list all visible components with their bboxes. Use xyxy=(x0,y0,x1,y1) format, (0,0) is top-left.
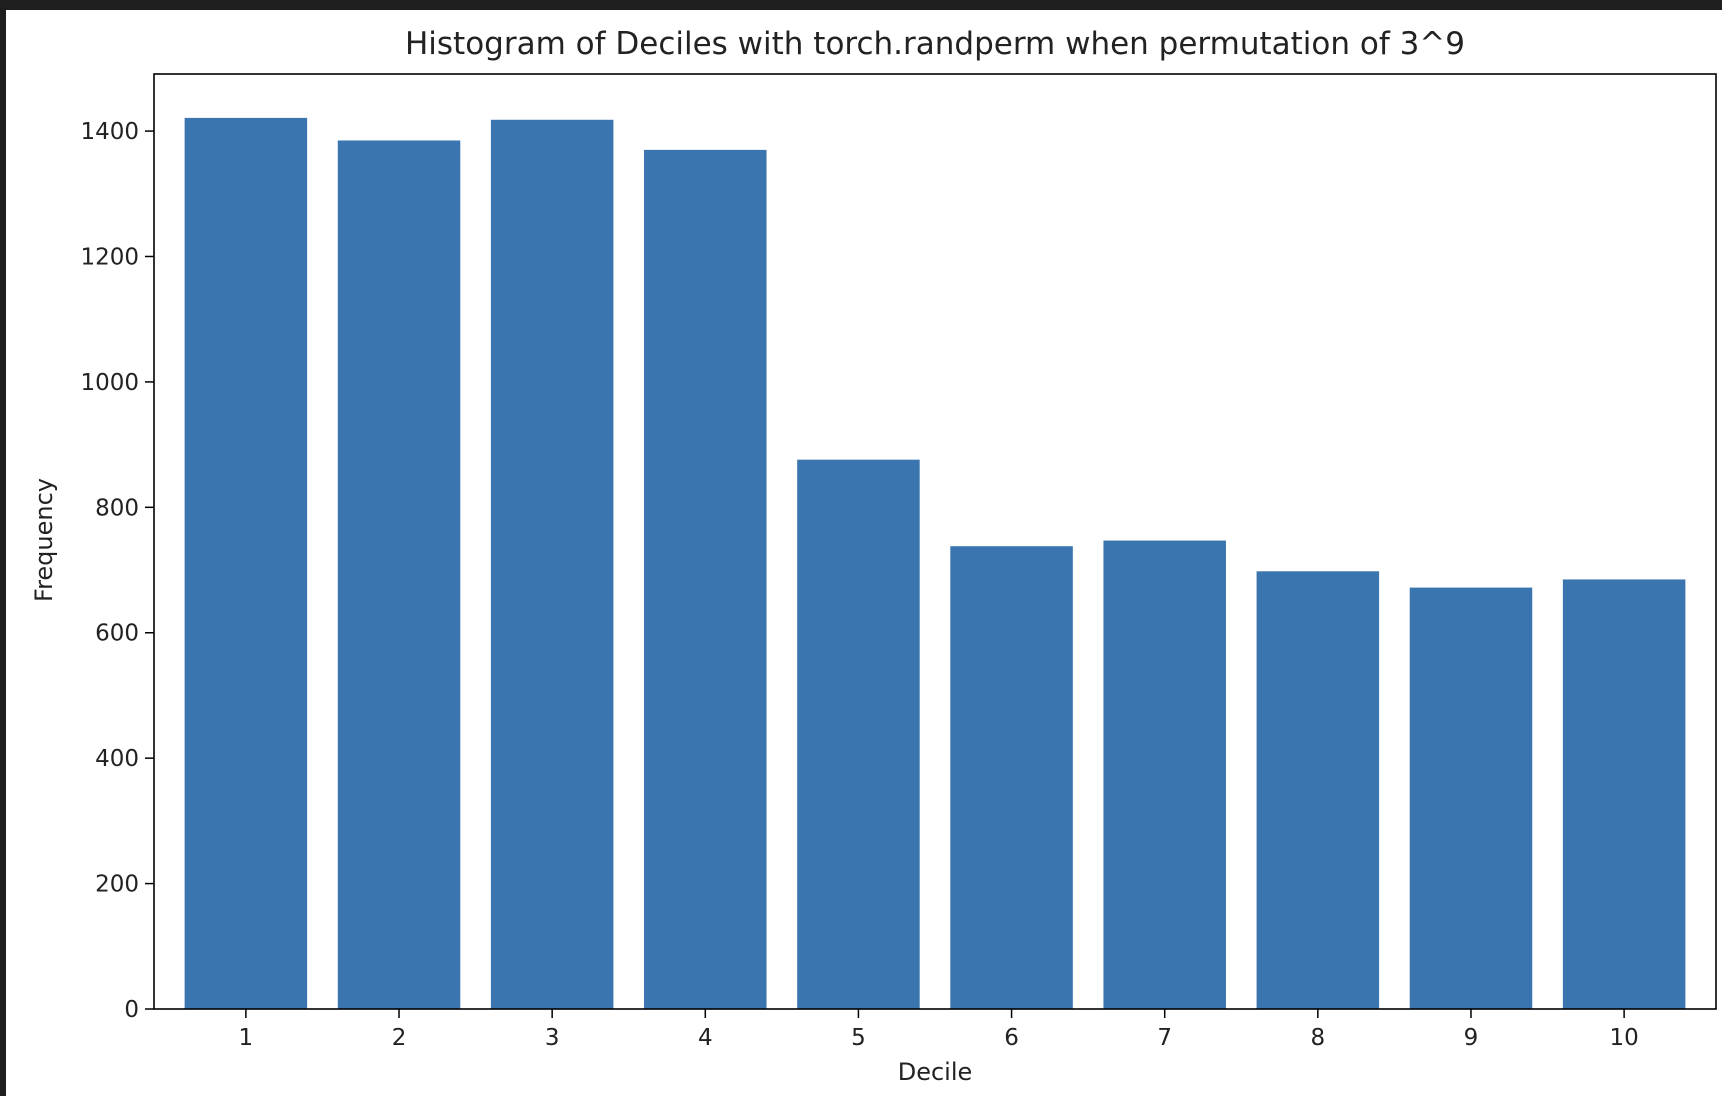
y-tick-label: 400 xyxy=(95,746,139,772)
bar-decile-7 xyxy=(1103,540,1226,1009)
figure-canvas: Histogram of Deciles with torch.randperm… xyxy=(6,10,1722,1096)
x-tick-label: 6 xyxy=(1004,1025,1019,1051)
x-tick-label: 3 xyxy=(545,1025,560,1051)
y-tick-label: 800 xyxy=(95,495,139,521)
bar-decile-1 xyxy=(184,117,308,1009)
y-tick-label: 0 xyxy=(124,997,139,1023)
x-axis-ticks: 1 2 3 4 5 6 7 8 9 10 xyxy=(239,1009,1639,1051)
x-tick-label: 5 xyxy=(851,1025,866,1051)
plot-frame xyxy=(153,73,1717,1010)
x-tick-label: 4 xyxy=(698,1025,713,1051)
y-tick-label: 1400 xyxy=(80,119,139,145)
bar-decile-9 xyxy=(1409,587,1533,1009)
x-tick-label: 9 xyxy=(1464,1025,1479,1051)
y-tick-label: 200 xyxy=(95,872,139,898)
bar-decile-10 xyxy=(1562,579,1686,1009)
y-tick-label: 1200 xyxy=(80,244,139,270)
bar-decile-5 xyxy=(797,459,920,1010)
bar-chart: Histogram of Deciles with torch.randperm… xyxy=(30,26,1717,1086)
y-axis-label: Frequency xyxy=(30,478,58,602)
y-tick-label: 600 xyxy=(95,621,139,647)
chart-title: Histogram of Deciles with torch.randperm… xyxy=(405,26,1465,62)
x-tick-label: 7 xyxy=(1157,1025,1172,1051)
bar-decile-3 xyxy=(490,119,614,1009)
x-tick-label: 2 xyxy=(392,1025,407,1051)
x-axis-label: Decile xyxy=(898,1058,973,1086)
x-tick-label: 1 xyxy=(239,1025,254,1051)
y-tick-label: 1000 xyxy=(80,370,139,396)
y-axis-ticks: 0 200 400 600 800 1000 1200 1400 xyxy=(80,119,154,1023)
x-tick-label: 10 xyxy=(1609,1025,1638,1051)
bar-decile-4 xyxy=(644,149,767,1009)
bar-decile-2 xyxy=(337,140,461,1009)
x-tick-label: 8 xyxy=(1311,1025,1326,1051)
bars-group xyxy=(184,117,1686,1010)
bar-decile-6 xyxy=(950,546,1073,1009)
bar-decile-8 xyxy=(1256,571,1380,1009)
